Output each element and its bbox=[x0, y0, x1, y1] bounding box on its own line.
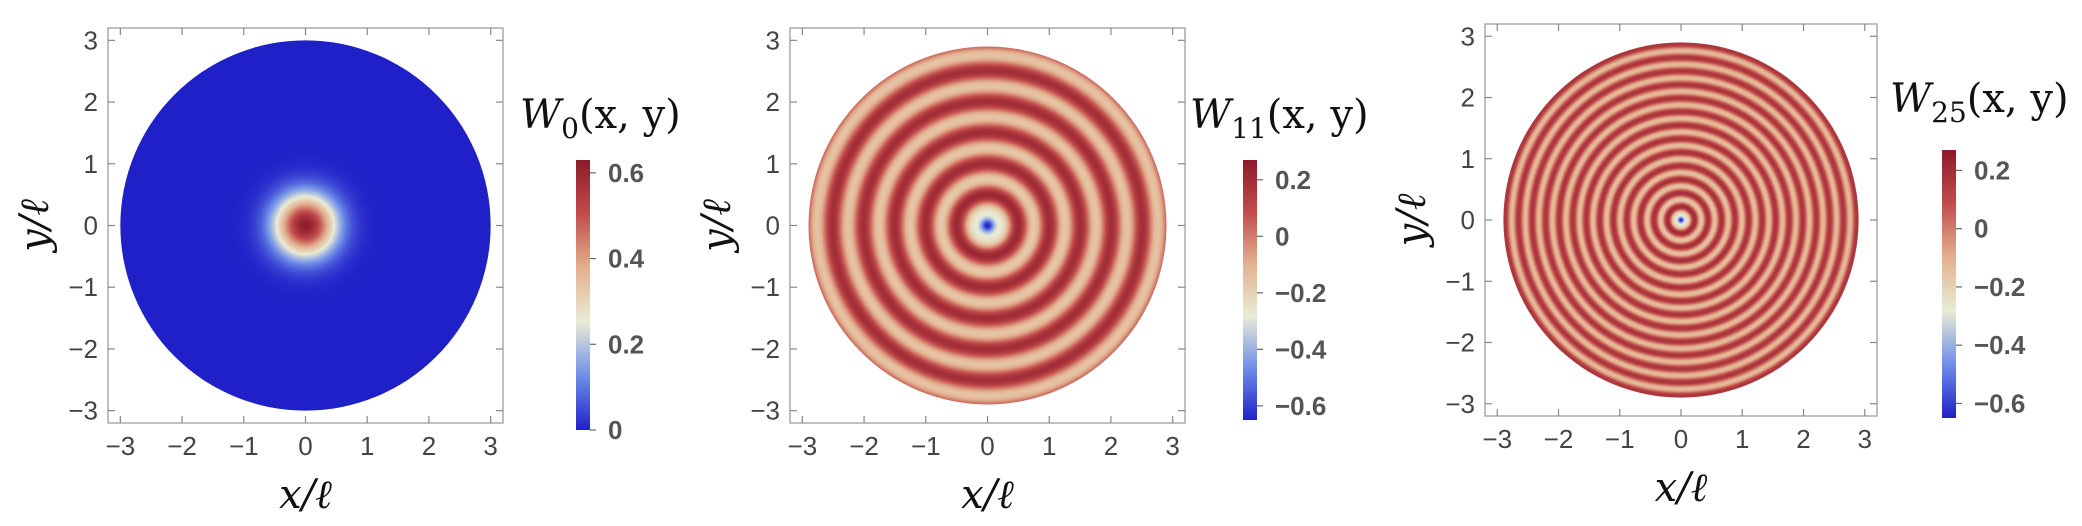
x-tick-label: −3 bbox=[788, 431, 818, 461]
x-tick-label: 3 bbox=[1165, 431, 1179, 461]
y-tick-label: 0 bbox=[766, 211, 780, 241]
y-tick-label: −3 bbox=[68, 396, 98, 426]
x-tick-label: 0 bbox=[980, 431, 994, 461]
heatmap-disk bbox=[1503, 42, 1859, 398]
y-tick-label: −2 bbox=[750, 334, 780, 364]
y-tick-label: −1 bbox=[750, 272, 780, 302]
x-axis-label: x/ℓ bbox=[961, 472, 1014, 518]
y-tick-label: −2 bbox=[1445, 328, 1475, 358]
y-tick-label: 2 bbox=[84, 87, 98, 117]
y-tick-label: 3 bbox=[1461, 21, 1475, 51]
y-tick-label: 0 bbox=[1461, 205, 1475, 235]
y-tick-label: −3 bbox=[750, 396, 780, 426]
y-tick-label: 2 bbox=[1461, 83, 1475, 113]
y-tick-label: 3 bbox=[766, 25, 780, 55]
x-tick-label: −1 bbox=[1605, 424, 1635, 454]
colorbar-title: W0(x, y) bbox=[520, 92, 681, 145]
x-tick-label: −1 bbox=[911, 431, 941, 461]
x-tick-label: −2 bbox=[167, 431, 197, 461]
colorbar-title-subscript: 11 bbox=[1231, 112, 1267, 145]
colorbar-tick-label: −0.4 bbox=[1974, 330, 2026, 360]
x-axis-label: x/ℓ bbox=[1655, 465, 1708, 511]
colorbar-title: W25(x, y) bbox=[1890, 76, 2069, 129]
colorbar bbox=[576, 160, 590, 430]
colorbar-tick-label: 0.6 bbox=[608, 158, 644, 188]
colorbar-title-symbol: W bbox=[1890, 76, 1934, 122]
y-axis-label: y/ℓ bbox=[694, 199, 740, 254]
x-tick-label: 0 bbox=[298, 431, 312, 461]
colorbar bbox=[1243, 160, 1257, 420]
y-tick-label: −1 bbox=[68, 272, 98, 302]
colorbar-title-symbol: W bbox=[520, 92, 564, 138]
x-tick-label: 1 bbox=[1042, 431, 1056, 461]
colorbar-tick-label: 0.2 bbox=[1275, 165, 1311, 195]
x-tick-label: −3 bbox=[106, 431, 136, 461]
colorbar-tick-label: 0.2 bbox=[608, 329, 644, 359]
colorbar-tick-label: 0.2 bbox=[1974, 155, 2010, 185]
x-tick-label: 0 bbox=[1674, 424, 1688, 454]
colorbar-tick-label: −0.4 bbox=[1275, 334, 1327, 364]
x-tick-label: 1 bbox=[1735, 424, 1749, 454]
x-tick-label: −1 bbox=[229, 431, 259, 461]
panel-w11: −3 −2 −1 0 1 2 3 3 2 1 0 −1 −2 −3 x/ℓ y/ℓ W11(x, y) 0.2 0 −… bbox=[694, 25, 1369, 518]
y-tick-label: 1 bbox=[1461, 144, 1475, 174]
colorbar-title-symbol: W bbox=[1190, 92, 1234, 138]
y-tick-label: 2 bbox=[766, 87, 780, 117]
heatmap-disk bbox=[120, 40, 491, 411]
heatmap-disk bbox=[808, 46, 1167, 405]
colorbar-title-subscript: 0 bbox=[561, 112, 579, 145]
x-tick-label: 3 bbox=[1858, 424, 1872, 454]
x-tick-label: −3 bbox=[1482, 424, 1512, 454]
colorbar-title-args: (x, y) bbox=[1967, 76, 2069, 122]
x-tick-label: −2 bbox=[849, 431, 879, 461]
y-tick-label: 1 bbox=[84, 149, 98, 179]
x-tick-label: −2 bbox=[1544, 424, 1574, 454]
colorbar-title-args: (x, y) bbox=[579, 92, 681, 138]
colorbar-tick-label: −0.6 bbox=[1275, 391, 1326, 421]
colorbar-tick-label: −0.6 bbox=[1974, 388, 2025, 418]
x-tick-label: 2 bbox=[1104, 431, 1118, 461]
x-tick-label: 1 bbox=[360, 431, 374, 461]
colorbar-tick-label: −0.2 bbox=[1275, 278, 1326, 308]
colorbar-tick-label: 0 bbox=[1974, 214, 1988, 244]
y-axis-label: y/ℓ bbox=[12, 199, 58, 254]
y-tick-label: 1 bbox=[766, 149, 780, 179]
colorbar-title-subscript: 25 bbox=[1931, 96, 1967, 129]
colorbar-title: W11(x, y) bbox=[1190, 92, 1369, 145]
colorbar-tick-label: 0 bbox=[1275, 221, 1289, 251]
x-tick-label: 3 bbox=[483, 431, 497, 461]
x-tick-label: 2 bbox=[422, 431, 436, 461]
colorbar-tick-label: 0 bbox=[608, 415, 622, 445]
y-tick-label: 0 bbox=[84, 211, 98, 241]
colorbar-tick-label: 0.4 bbox=[608, 244, 645, 274]
y-tick-label: −1 bbox=[1445, 266, 1475, 296]
colorbar-title-args: (x, y) bbox=[1267, 92, 1369, 138]
panel-w25: −3 −2 −1 0 1 2 3 3 2 1 0 −1 −2 −3 x/ℓ y/ℓ W25(x, y) 0.2 0 −… bbox=[1389, 21, 2069, 511]
colorbar bbox=[1942, 150, 1956, 418]
x-axis-label: x/ℓ bbox=[279, 472, 332, 518]
y-tick-label: −3 bbox=[1445, 389, 1475, 419]
x-tick-label: 2 bbox=[1796, 424, 1810, 454]
colorbar-tick-label: −0.2 bbox=[1974, 272, 2025, 302]
y-tick-label: −2 bbox=[68, 334, 98, 364]
y-tick-label: 3 bbox=[84, 25, 98, 55]
y-axis-label: y/ℓ bbox=[1389, 193, 1435, 248]
